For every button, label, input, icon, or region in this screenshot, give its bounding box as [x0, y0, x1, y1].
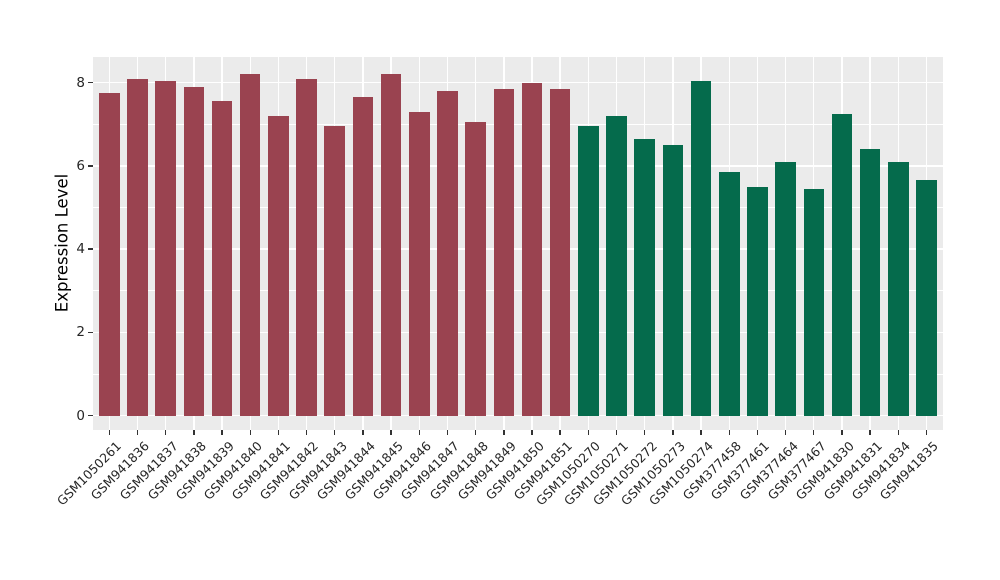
bar-GSM377467 — [803, 188, 825, 416]
x-tick — [136, 430, 139, 435]
x-tick — [164, 430, 167, 435]
bar-GSM1050271 — [606, 115, 627, 416]
y-tick-label: 4 — [76, 241, 85, 258]
plot-panel — [93, 57, 943, 430]
x-tick — [897, 430, 900, 435]
y-gridline-major — [93, 414, 943, 417]
bar-GSM941838 — [183, 86, 205, 416]
y-gridline-minor — [93, 123, 943, 125]
x-tick — [474, 430, 477, 435]
y-gridline-major — [93, 82, 943, 84]
y-gridline-major — [93, 165, 943, 167]
x-tick — [559, 430, 561, 435]
bar-GSM377464 — [775, 161, 796, 416]
bar-GSM941843 — [324, 126, 346, 416]
bar-GSM1050274 — [690, 80, 712, 416]
bar-GSM941830 — [831, 113, 853, 416]
bar-GSM941851 — [549, 88, 571, 416]
x-tick — [784, 430, 787, 435]
bar-GSM941847 — [437, 91, 458, 416]
bar-GSM941835 — [916, 180, 937, 416]
y-tick — [88, 248, 93, 250]
y-tick — [88, 414, 93, 417]
y-tick-label: 2 — [76, 324, 85, 341]
x-tick — [221, 430, 223, 435]
bar-GSM941845 — [380, 74, 402, 416]
y-tick — [88, 331, 93, 333]
bar-GSM377461 — [747, 186, 768, 416]
y-gridline-minor — [93, 373, 943, 375]
x-tick — [700, 430, 702, 435]
x-tick — [672, 430, 674, 435]
bar-GSM377458 — [718, 172, 740, 416]
bar-GSM941834 — [888, 161, 909, 416]
x-tick — [756, 430, 759, 435]
y-tick-label: 0 — [76, 407, 85, 424]
bar-GSM1050273 — [662, 145, 684, 416]
bar-GSM941842 — [296, 78, 317, 416]
bar-GSM941846 — [408, 111, 430, 416]
y-gridline-minor — [93, 207, 943, 208]
bar-GSM941849 — [493, 88, 515, 416]
panel-background — [93, 57, 943, 430]
bar-GSM941840 — [239, 74, 261, 416]
bar-GSM941836 — [127, 78, 148, 416]
x-tick — [841, 430, 843, 435]
bar-GSM1050270 — [578, 126, 599, 416]
x-tick — [728, 430, 730, 435]
y-tick — [88, 82, 93, 84]
bar-GSM1050261 — [99, 93, 120, 416]
x-tick — [869, 430, 871, 435]
bar-GSM941848 — [465, 122, 486, 416]
y-gridline-minor — [93, 290, 943, 292]
bar-GSM1050272 — [634, 138, 655, 416]
x-tick — [362, 430, 364, 435]
bar-GSM941837 — [155, 80, 176, 416]
x-tick — [644, 430, 646, 435]
y-gridline-major — [93, 248, 943, 250]
bar-GSM941839 — [211, 101, 233, 416]
x-tick — [925, 430, 928, 435]
y-tick-label: 8 — [76, 74, 85, 91]
y-tick — [88, 165, 93, 167]
x-tick — [334, 430, 336, 435]
x-tick — [390, 430, 392, 435]
bar-GSM941841 — [268, 115, 289, 416]
x-tick — [418, 430, 420, 435]
x-tick — [615, 430, 618, 435]
y-tick-label: 6 — [76, 157, 85, 174]
x-tick — [813, 430, 815, 435]
x-tick — [305, 430, 308, 435]
x-tick — [446, 430, 449, 435]
x-tick — [503, 430, 505, 435]
x-tick — [108, 430, 110, 435]
x-tick — [193, 430, 195, 435]
bar-GSM941831 — [859, 149, 881, 416]
x-tick — [277, 430, 280, 435]
y-gridline-major — [93, 331, 943, 333]
x-tick — [531, 430, 533, 435]
x-tick — [249, 430, 251, 435]
bar-GSM941844 — [352, 97, 374, 416]
bar-GSM941850 — [521, 82, 543, 416]
x-tick — [587, 430, 590, 435]
